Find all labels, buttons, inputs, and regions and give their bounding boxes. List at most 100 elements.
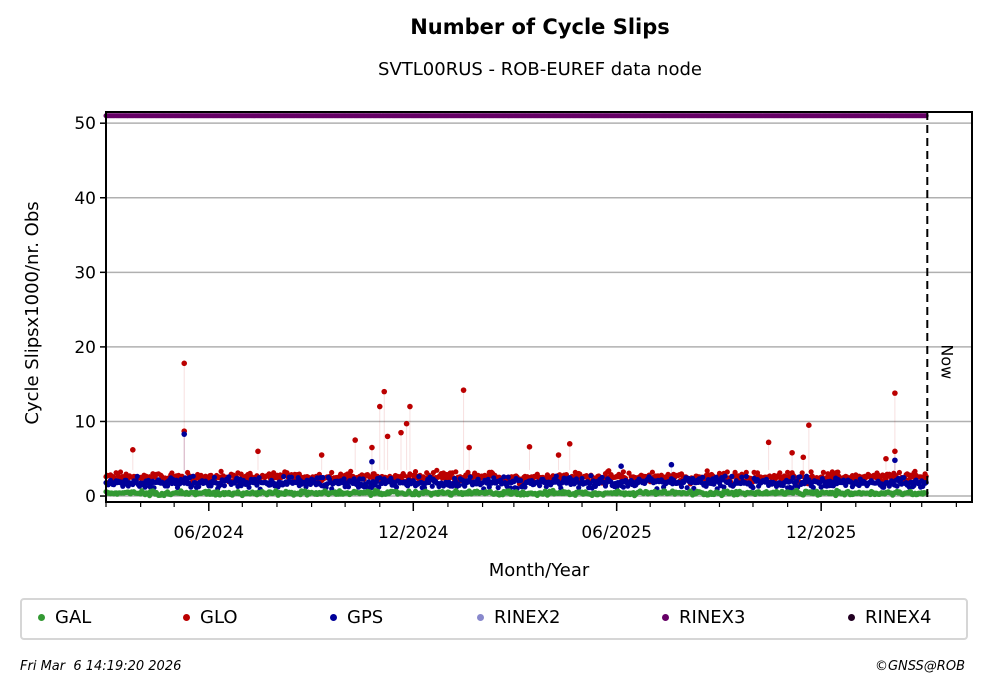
data-point-gps [341,476,347,482]
outlier-point-glo [789,449,795,456]
data-point-gps [729,473,735,479]
axes: 0 10 20 30 40 50 06/2024 12/2024 06/2025 12/2025 N… [74,111,973,543]
data-point-gps [678,484,685,490]
outlier-point-glo [460,387,467,393]
outlier-point-glo [403,420,410,427]
data-point-gps [196,484,202,490]
x-tick-label: 06/2024 [173,523,244,543]
outlier-point-glo [892,448,898,455]
plot-frame [105,111,973,503]
data-point-gps [491,475,497,481]
outlier-point-glo [352,437,358,443]
data-point-glo [732,469,738,475]
rinex3-marker-icon [662,614,669,621]
outlier-point-glo [398,429,404,436]
data-point-glo [896,469,903,476]
data-point-gps [133,478,139,484]
data-point-gps [588,473,594,479]
outlier-point-gps [369,458,375,465]
outlier-point-glo [384,433,391,440]
legend-item-glo: GLO [183,607,238,628]
legend-item-rinex3: RINEX3 [662,607,745,628]
data-point-glo [348,468,354,474]
data-point-gps [495,485,501,491]
y-tick-label: 0 [85,487,96,507]
data-point-gps [505,474,511,480]
data-point-gps [320,474,326,481]
data-point-gps [134,473,140,479]
data-point-glo [218,468,224,474]
legend-item-rinex4: RINEX4 [848,607,931,628]
data-point-gps [579,475,585,482]
data-point-gps [843,482,849,488]
data-point-glo [808,469,814,475]
outlier-point-glo [181,360,188,367]
data-point-gps [377,475,383,481]
data-point-gps [486,484,492,490]
data-point-glo [338,471,344,477]
data-point-glo [777,470,783,476]
data-point-gps [810,484,816,491]
data-point-gps [518,477,524,484]
outlier-point-glo [800,454,807,461]
data-point-glo [620,469,627,475]
outlier-point-glo [318,452,325,458]
data-point-gps [501,474,507,480]
outlier-point-glo [376,403,383,410]
outlier-point-glo [407,403,413,410]
y-tick-label: 10 [74,412,96,432]
data-point-gps [142,484,148,490]
x-tick-label: 12/2025 [786,523,857,543]
y-tick-label: 50 [74,114,96,134]
data-point-gps [620,484,627,490]
data-point-gps [721,484,727,490]
legend-label: RINEX4 [865,607,932,628]
data-point-glo [329,469,335,476]
data-point-glo [434,467,440,473]
now-marker-label: Now [937,344,956,379]
data-point-glo [649,469,656,475]
rinex4-marker-icon [848,614,855,621]
data-point-gps [190,473,196,479]
data-point-gps [345,484,352,490]
data-point-glo [743,469,749,475]
data-point-gps [901,475,907,481]
data-point-gps [599,474,605,480]
data-points [103,113,929,499]
legend: GAL GLO GPS RINEX2 RINEX3 RINEX4 [20,598,968,640]
outlier-point-glo [130,447,136,453]
y-tick-label: 20 [74,338,96,358]
data-point-gps [537,483,543,489]
outlier-point-glo [381,388,388,395]
legend-item-rinex2: RINEX2 [477,607,560,628]
legend-label: GLO [200,607,238,628]
data-point-glo [716,470,723,476]
data-point-gps [576,485,582,491]
data-point-glo [117,469,124,475]
gal-marker-icon [38,614,45,621]
chart-title: Number of Cycle Slips [410,15,670,39]
data-point-gps [690,475,696,482]
data-point-glo [704,468,710,474]
data-point-gps [543,484,549,490]
data-point-glo [198,472,204,478]
data-point-gps [429,483,435,489]
data-point-gps [790,474,796,481]
data-point-gps [743,473,749,479]
data-point-gps [894,483,900,489]
data-point-gps [750,485,756,491]
y-axis-label: Cycle Slipsx1000/nr. Obs [22,201,43,424]
data-point-gps [211,474,217,480]
data-point-gps [794,478,800,484]
data-point-gps [722,473,728,479]
x-tick-label: 12/2024 [378,523,449,543]
chart-subtitle: SVTL00RUS - ROB-EUREF data node [378,59,702,80]
legend-item-gps: GPS [330,607,383,628]
outlier-point-gps [668,461,675,468]
glo-marker-icon [183,614,190,621]
outlier-point-glo [765,439,772,446]
legend-label: GPS [347,607,384,628]
data-point-gps [393,484,400,490]
legend-label: RINEX2 [494,607,561,628]
data-point-gps [303,484,309,490]
